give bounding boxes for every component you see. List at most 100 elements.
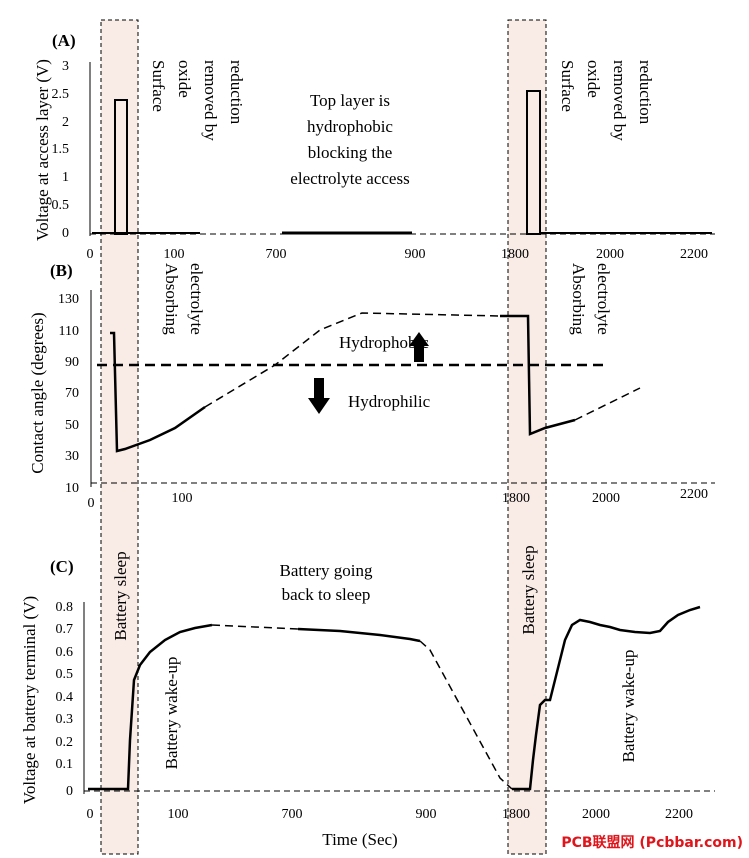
panel-c-ytick-label: 0.2 [56, 735, 74, 750]
annotation-line: removed by [201, 60, 220, 141]
panel-c-xtick-label: 100 [168, 807, 189, 822]
panel-c-ytick-label: 0.3 [56, 712, 74, 727]
panel-a-ytick-label: 1 [62, 170, 69, 185]
panel-c-annotation-battery-wakeup-left: Battery wake-up [162, 657, 181, 770]
panel-c-ytick-label: 0.8 [56, 600, 74, 615]
panel-a-ytick-label: 0.5 [52, 198, 70, 213]
panel-c-xtick-label: 900 [416, 807, 437, 822]
panel-c-series-solid-1 [88, 623, 213, 791]
panel-c-xtick-label: 700 [282, 807, 303, 822]
annotation-line: back to sleep [282, 585, 371, 604]
panel-c: (C) Voltage at battery terminal (V) 0.8 … [20, 545, 715, 849]
panel-b-series-dashed-2 [574, 387, 641, 421]
up-arrow-icon [409, 332, 429, 362]
panel-c-series-dashed-1 [211, 624, 299, 630]
annotation-line: Absorbing [162, 263, 181, 335]
annotation-line: electrolyte [594, 263, 613, 335]
annotation-line: reduction [636, 60, 655, 125]
shaded-region-left [100, 19, 139, 855]
panel-b-annotation-absorbing-left: Absorbing electrolyte [162, 263, 206, 335]
panel-a-xtick-label: 100 [164, 247, 185, 262]
panel-a-annotation-surface-oxide-left: Surface oxide removed by reduction [149, 60, 246, 141]
annotation-line: removed by [610, 60, 629, 141]
panel-c-ytick-label: 0.1 [56, 757, 74, 772]
panel-c-ytick-label: 0 [66, 784, 73, 799]
annotation-line: blocking the [308, 143, 393, 162]
panel-a-xtick-label: 900 [405, 247, 426, 262]
panel-c-xlabel: Time (Sec) [322, 830, 397, 849]
panel-c-series-dashed-2 [419, 640, 513, 790]
panel-a-annotation-surface-oxide-right: Surface oxide removed by reduction [558, 60, 655, 141]
panel-a-xtick-label: 700 [266, 247, 287, 262]
panel-b-ytick-label: 30 [65, 449, 79, 464]
panel-b-annotation-absorbing-right: Absorbing electrolyte [569, 263, 613, 335]
annotation-line: Absorbing [569, 263, 588, 335]
panel-c-annotation-battery-sleep-left: Battery sleep [111, 551, 130, 640]
panel-a-ytick-label: 0 [62, 226, 69, 241]
panel-c-ylabel: Voltage at battery terminal (V) [20, 596, 39, 804]
panel-a-pulse-2 [526, 90, 541, 235]
panel-c-ytick-label: 0.6 [56, 645, 74, 660]
down-arrow-icon [308, 378, 330, 414]
panel-a-ytick-label: 2.5 [52, 87, 70, 102]
panel-c-xtick-label: 0 [87, 807, 94, 822]
panel-b-ytick-label: 130 [58, 292, 79, 307]
panel-a-xtick-label: 2200 [680, 247, 708, 262]
annotation-line: Battery going [279, 561, 373, 580]
annotation-line: oxide [175, 60, 194, 98]
panel-b: (B) Contact angle (degrees) 130 110 90 7… [28, 261, 715, 511]
panel-c-xticks: 0 100 700 900 1800 2000 2200 [87, 807, 694, 822]
panel-b-annotation-hydrophilic: Hydrophilic [348, 392, 431, 411]
panel-a-ylabel: Voltage at access layer (V) [33, 59, 52, 241]
annotation-line: Surface [149, 60, 168, 112]
panel-a-ytick-label: 1.5 [52, 142, 70, 157]
panel-a-xtick-label: 0 [87, 247, 94, 262]
panel-b-label: (B) [50, 261, 73, 280]
panel-a-ytick-label: 3 [62, 59, 69, 74]
panel-b-xtick-label: 2200 [680, 487, 708, 502]
annotation-line: oxide [584, 60, 603, 98]
panel-b-series-dashed-1 [204, 312, 501, 408]
panel-b-ytick-label: 50 [65, 418, 79, 433]
panel-c-series-solid-2 [297, 627, 421, 643]
panel-c-series-solid-3 [512, 605, 701, 791]
panel-b-series-solid-1 [110, 331, 206, 453]
panel-b-ylabel: Contact angle (degrees) [28, 312, 47, 473]
annotation-line: electrolyte [187, 263, 206, 335]
panel-a-label: (A) [52, 31, 76, 50]
panel-b-annotation-hydrophobic: Hydrophobic [339, 333, 429, 352]
panel-c-annotation-going-back: Battery going back to sleep [279, 561, 373, 604]
panel-c-yticks: 0.8 0.7 0.6 0.5 0.4 0.3 0.2 0.1 0 [56, 600, 74, 799]
panel-a-ytick: 3 2.5 2 1.5 1 0.5 0 [52, 59, 70, 241]
panel-c-xtick-label: 2200 [665, 807, 693, 822]
panel-c-label: (C) [50, 557, 74, 576]
panel-b-xtick-label: 0 [88, 496, 95, 511]
panel-a-xtick-label: 2000 [596, 247, 624, 262]
panel-a: (A) Voltage at access layer (V) 3 2.5 2 … [33, 31, 715, 262]
panel-b-yticks: 130 110 90 70 50 30 10 [58, 292, 79, 496]
panel-b-ytick-label: 70 [65, 386, 79, 401]
annotation-line: electrolyte access [290, 169, 409, 188]
panel-a-xtick-label: 1800 [501, 247, 529, 262]
panel-c-annotation-battery-sleep-right: Battery sleep [519, 545, 538, 634]
panel-c-ytick-label: 0.5 [56, 667, 74, 682]
panel-c-annotation-battery-wakeup-right: Battery wake-up [619, 650, 638, 763]
panel-b-xtick-label: 100 [172, 491, 193, 506]
panel-b-ytick-label: 110 [59, 324, 79, 339]
panel-b-xticks: 0 100 1800 2000 2200 [88, 487, 709, 511]
annotation-line: Top layer is [310, 91, 390, 110]
panel-a-annotation-top-layer: Top layer is hydrophobic blocking the el… [290, 91, 409, 188]
panel-b-series-solid-2 [500, 314, 576, 436]
watermark-text: PCB联盟网 (Pcbbar.com) [561, 835, 743, 851]
panel-b-ytick-label: 90 [65, 355, 79, 370]
panel-c-ytick-label: 0.4 [56, 690, 74, 705]
annotation-line: hydrophobic [307, 117, 393, 136]
annotation-line: reduction [227, 60, 246, 125]
panel-c-xtick-label: 1800 [502, 807, 530, 822]
annotation-line: Surface [558, 60, 577, 112]
panel-a-xticks: 0 100 700 900 1800 2000 2200 [87, 247, 709, 262]
panel-b-ytick-label: 10 [65, 481, 79, 496]
panel-a-ytick-label: 2 [62, 115, 69, 130]
panel-b-xtick-label: 2000 [592, 491, 620, 506]
